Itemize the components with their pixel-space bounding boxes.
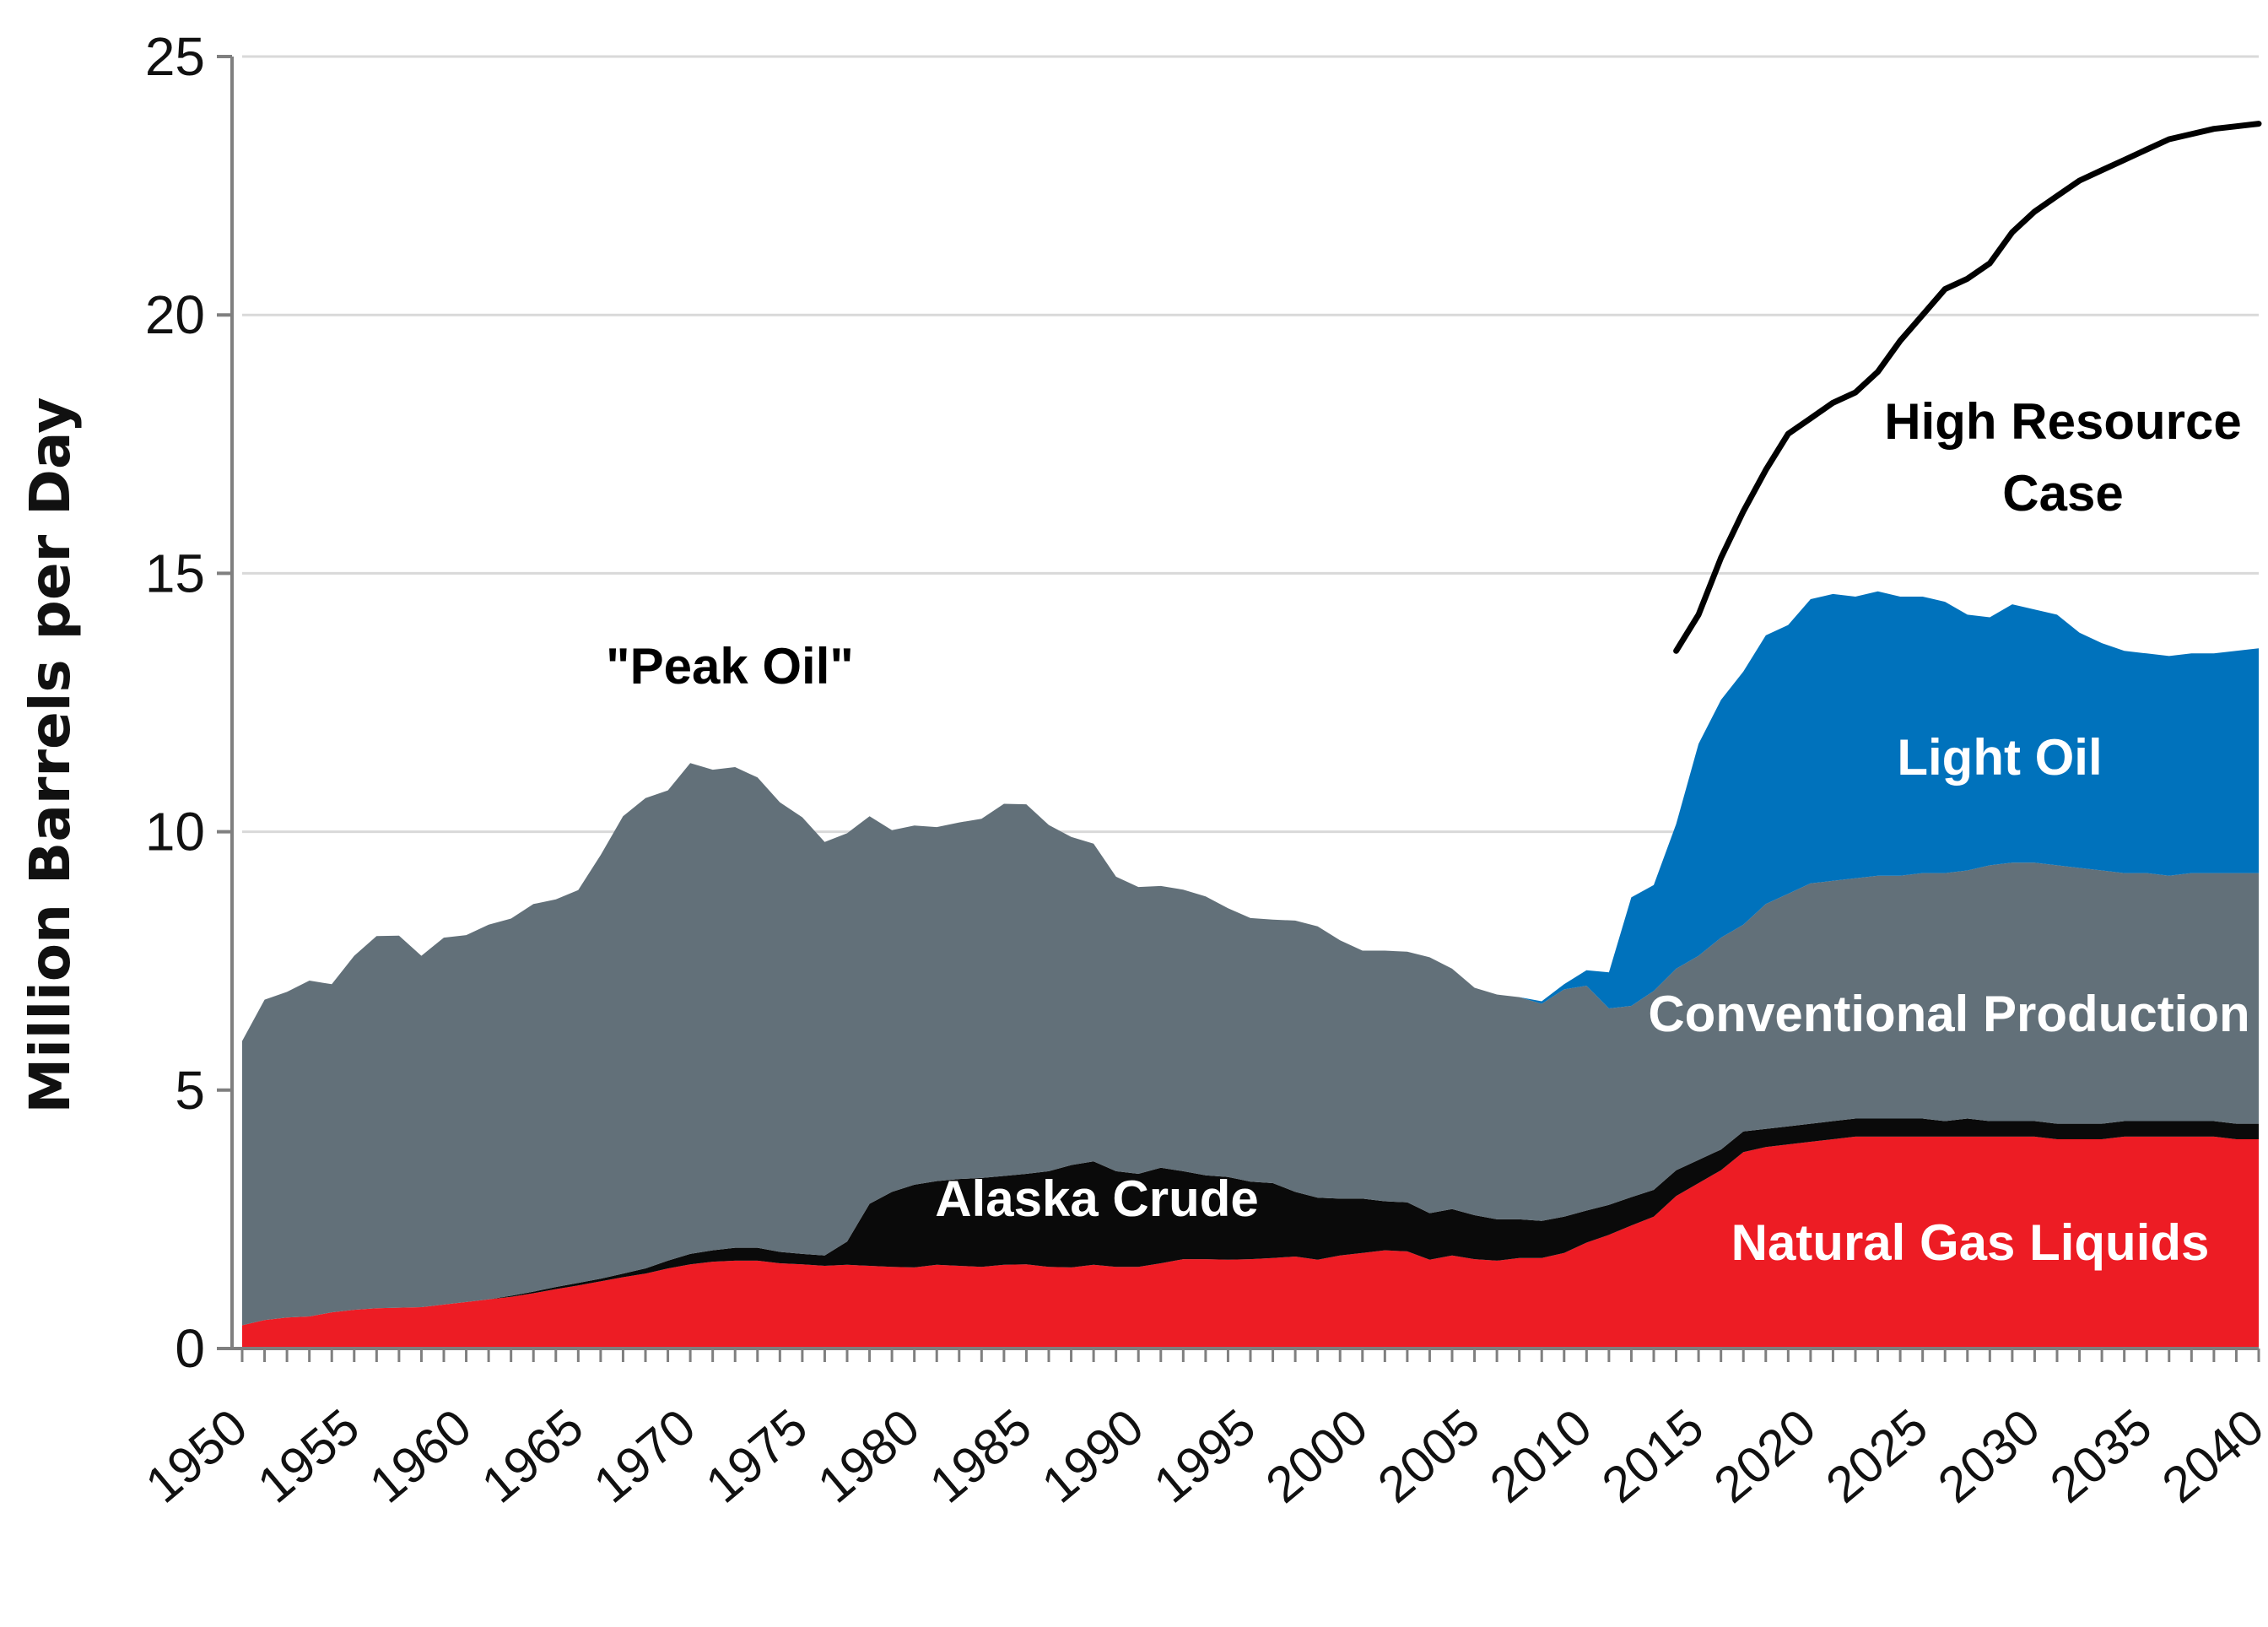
x-tick-label-1980: 1980	[807, 1398, 930, 1514]
x-tick-label-1990: 1990	[1031, 1398, 1153, 1514]
x-tick-label-1975: 1975	[695, 1398, 818, 1514]
x-tick-label-2015: 2015	[1591, 1398, 1714, 1514]
x-tick-label-2000: 2000	[1256, 1398, 1378, 1514]
x-tick-label-2005: 2005	[1368, 1398, 1490, 1514]
area-alaska-crude	[242, 1118, 2259, 1326]
annotation-conventional-production: Conventional Production	[1648, 986, 2249, 1042]
x-tick-label-1960: 1960	[359, 1398, 482, 1514]
y-tick-label-20: 20	[145, 284, 205, 345]
high-resource-line-group	[1673, 121, 2262, 654]
y-tick-label-25: 25	[145, 26, 205, 87]
x-tick-labels: 1950195519601965197019751980198519901995…	[135, 1398, 2268, 1514]
annotation-peak-oil: "Peak Oil"	[606, 638, 854, 695]
y-tick-label-10: 10	[145, 802, 205, 862]
y-tick-label-5: 5	[175, 1060, 205, 1121]
axes	[217, 55, 2260, 1362]
x-tick-label-1985: 1985	[919, 1398, 1041, 1514]
x-tick-label-2010: 2010	[1479, 1398, 1601, 1514]
x-tick-label-1965: 1965	[471, 1398, 593, 1514]
annotation-light-oil: Light Oil	[1897, 729, 2102, 786]
x-tick-label-1950: 1950	[135, 1398, 257, 1514]
x-tick-label-1995: 1995	[1143, 1398, 1266, 1514]
y-tick-labels: 0 5 10 15 20 25	[145, 26, 205, 1379]
x-tick-label-2030: 2030	[1927, 1398, 2049, 1514]
x-tick-label-1970: 1970	[583, 1398, 705, 1514]
annotation-high-resource: High Resource	[1884, 393, 2241, 450]
x-tick-label-2035: 2035	[2039, 1398, 2162, 1514]
annotation-alaska-crude: Alaska Crude	[935, 1170, 1259, 1227]
area-conventional-production	[242, 763, 2259, 1326]
area-light-oil	[242, 591, 2259, 1041]
y-tick-label-15: 15	[145, 543, 205, 603]
y-axis-label: Million Barrels per Day	[18, 397, 83, 1114]
x-tick-label-2020: 2020	[1704, 1398, 1826, 1514]
annotation-natural-gas-liquids: Natural Gas Liquids	[1731, 1214, 2210, 1271]
area-natural-gas-liquids	[242, 1136, 2259, 1349]
high-resource-case-line	[1673, 121, 2262, 654]
x-tick-label-2040: 2040	[2152, 1398, 2268, 1514]
annotation-case: Case	[2002, 465, 2123, 522]
x-tick-label-1955: 1955	[247, 1398, 370, 1514]
stacked-areas	[242, 591, 2259, 1349]
x-tick-label-2025: 2025	[1816, 1398, 1938, 1514]
y-tick-label-0: 0	[175, 1318, 205, 1379]
